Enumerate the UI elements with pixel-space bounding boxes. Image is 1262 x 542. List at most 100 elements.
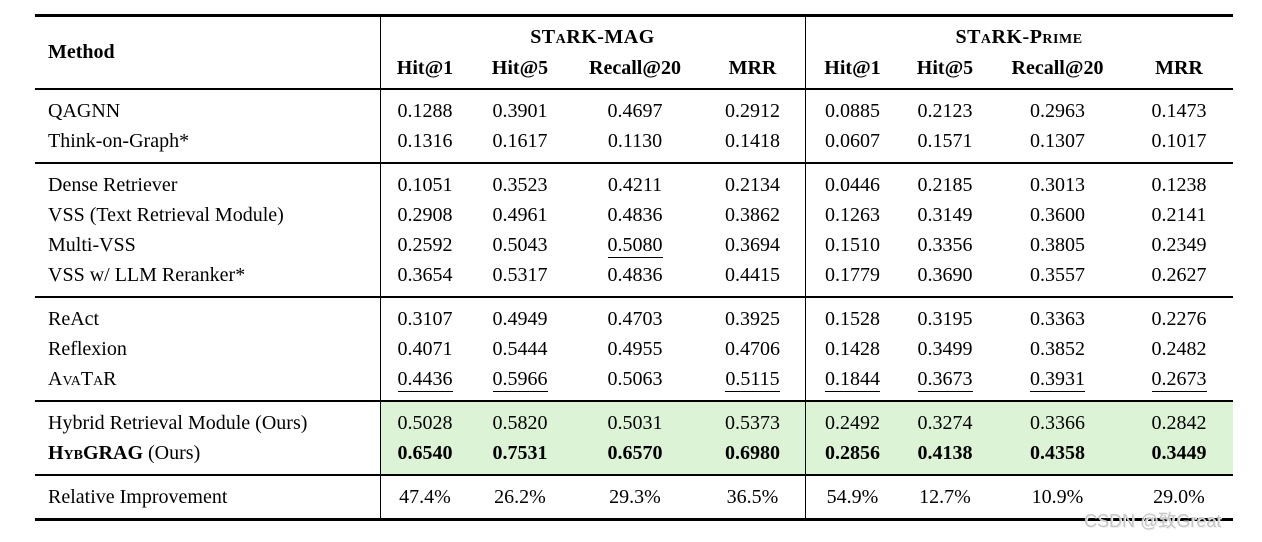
table-section: Hybrid Retrieval Module (Ours) 0.5028 0.58… [35,400,1233,474]
method-label: Multi-VSS [48,233,136,256]
metric-cell: 0.5063 [570,368,700,391]
table-row: ReAct 0.3107 0.4949 0.4703 0.3925 0.1528 0.319… [35,304,1233,334]
table-section: QAGNN 0.1288 0.3901 0.4697 0.2912 0.0885 0.212… [35,88,1233,162]
metric-value: 0.2912 [725,99,780,122]
metric-value: 0.1473 [1151,99,1207,122]
table-section: Relative Improvement 47.4% 26.2% 29.3% 36.5%… [35,474,1233,518]
table-row: QAGNN 0.1288 0.3901 0.4697 0.2912 0.0885 0.212… [35,96,1233,126]
group-header-stark-mag: STaRK-MAG Hit@1 Hit@5 Recall@20 MRR [380,17,805,88]
column-header-prime-hit5: Hit@5 [916,57,974,79]
metric-value: 0.6980 [725,441,780,464]
table-row: Multi-VSS 0.2592 0.5043 0.5080 0.3694 0.1510 0… [35,230,1233,260]
metric-cell: 0.0885 [805,100,900,123]
group-title-stark-mag: STaRK-MAG [530,26,655,48]
metric-cell: 29.0% [1125,486,1233,509]
metric-value: 0.4949 [492,307,548,330]
metric-cell: 0.4955 [570,338,700,361]
metric-cell: 0.4436 [380,367,470,392]
vertical-divider-groups [805,17,806,518]
metric-cell: 0.5043 [470,234,570,257]
metric-cell: 0.2856 [805,442,900,465]
metric-cell: 0.1528 [805,308,900,331]
metric-value: 0.3523 [492,173,548,196]
metric-value: 0.3356 [917,233,973,256]
metric-cell: 0.1238 [1125,174,1233,197]
metric-cell: 54.9% [805,486,900,509]
metric-value: 47.4% [399,485,451,508]
metric-cell: 0.3107 [380,308,470,331]
metric-value: 10.9% [1031,485,1084,508]
metric-cell: 0.5031 [570,412,700,435]
metric-value: 0.3862 [725,203,780,226]
metric-value: 0.1316 [397,129,453,152]
metric-cell: 0.4697 [570,100,700,123]
table-body: QAGNN 0.1288 0.3901 0.4697 0.2912 0.0885 0.212… [35,88,1233,518]
metric-cell: 0.1418 [700,130,805,153]
method-cell: HybGRAG (Ours) [35,442,380,465]
method-cell: Dense Retriever [35,174,380,197]
metric-cell: 0.3694 [700,234,805,257]
metric-value: 0.0446 [825,173,880,196]
metric-value: 0.5115 [725,367,780,392]
method-cell: Reflexion [35,338,380,361]
metric-cell: 0.1428 [805,338,900,361]
metric-cell: 0.6540 [380,442,470,465]
metric-cell: 0.0607 [805,130,900,153]
metric-value: 0.3363 [1030,307,1085,330]
table-section: Dense Retriever 0.1051 0.3523 0.4211 0.2134 0… [35,162,1233,296]
column-header-mag-hit1: Hit@1 [396,57,454,79]
metric-cell: 0.1130 [570,130,700,153]
method-cell: ReAct [35,308,380,331]
metric-value: 0.0607 [825,129,880,152]
metric-cell: 0.3931 [990,367,1125,392]
metric-value: 0.5317 [492,263,548,286]
metric-value: 26.2% [494,485,546,508]
metric-cell: 0.1288 [380,100,470,123]
metric-value: 0.1571 [917,129,973,152]
metric-value: 0.3149 [917,203,973,226]
metric-value: 0.4961 [492,203,548,226]
method-label: VSS w/ LLM Reranker* [48,263,246,286]
method-label: AvaTaR [48,367,117,390]
method-label: Hybrid Retrieval Module (Ours) [48,411,308,434]
metric-cell: 0.1051 [380,174,470,197]
column-header-prime-recall20: Recall@20 [1011,57,1104,79]
metric-value: 0.3274 [917,411,973,434]
metric-value: 0.3107 [397,307,453,330]
metric-value: 0.4706 [725,337,780,360]
column-header-mag-recall20: Recall@20 [589,57,681,79]
method-column-header: Method [35,17,380,88]
metric-cell: 0.3600 [990,204,1125,227]
metric-cell: 0.1263 [805,204,900,227]
metric-value: 0.2141 [1151,203,1207,226]
method-label: VSS (Text Retrieval Module) [48,203,284,226]
table-header: Method STaRK-MAG Hit@1 Hit@5 Recall@20 M… [35,17,1233,88]
method-cell: VSS w/ LLM Reranker* [35,264,380,287]
table-row: Reflexion 0.4071 0.5444 0.4955 0.4706 0.1428 0… [35,334,1233,364]
metric-value: 0.2842 [1151,411,1207,434]
metric-cell: 0.1017 [1125,130,1233,153]
metric-cell: 0.1844 [805,367,900,392]
metric-value: 0.2123 [917,99,973,122]
metric-cell: 0.2673 [1125,367,1233,392]
metric-cell: 0.2134 [700,174,805,197]
metric-value: 0.3654 [397,263,453,286]
metric-cell: 0.2592 [380,234,470,257]
metric-value: 0.3499 [917,337,973,360]
metric-cell: 0.5444 [470,338,570,361]
metric-cell: 0.2963 [990,100,1125,123]
metric-value: 0.3673 [917,367,973,392]
metric-cell: 0.5373 [700,412,805,435]
metric-value: 0.1017 [1151,129,1207,152]
metric-value: 0.3805 [1030,233,1085,256]
metric-value: 0.4358 [1030,441,1085,464]
metric-value: 29.0% [1153,485,1205,508]
metric-value: 0.1130 [607,129,663,152]
metric-value: 0.6570 [607,441,663,464]
metric-cell: 0.2912 [700,100,805,123]
metric-cell: 0.3195 [900,308,990,331]
metric-cell: 0.1510 [805,234,900,257]
method-cell: QAGNN [35,100,380,123]
metric-cell: 0.4706 [700,338,805,361]
metric-value: 0.5028 [397,411,453,434]
